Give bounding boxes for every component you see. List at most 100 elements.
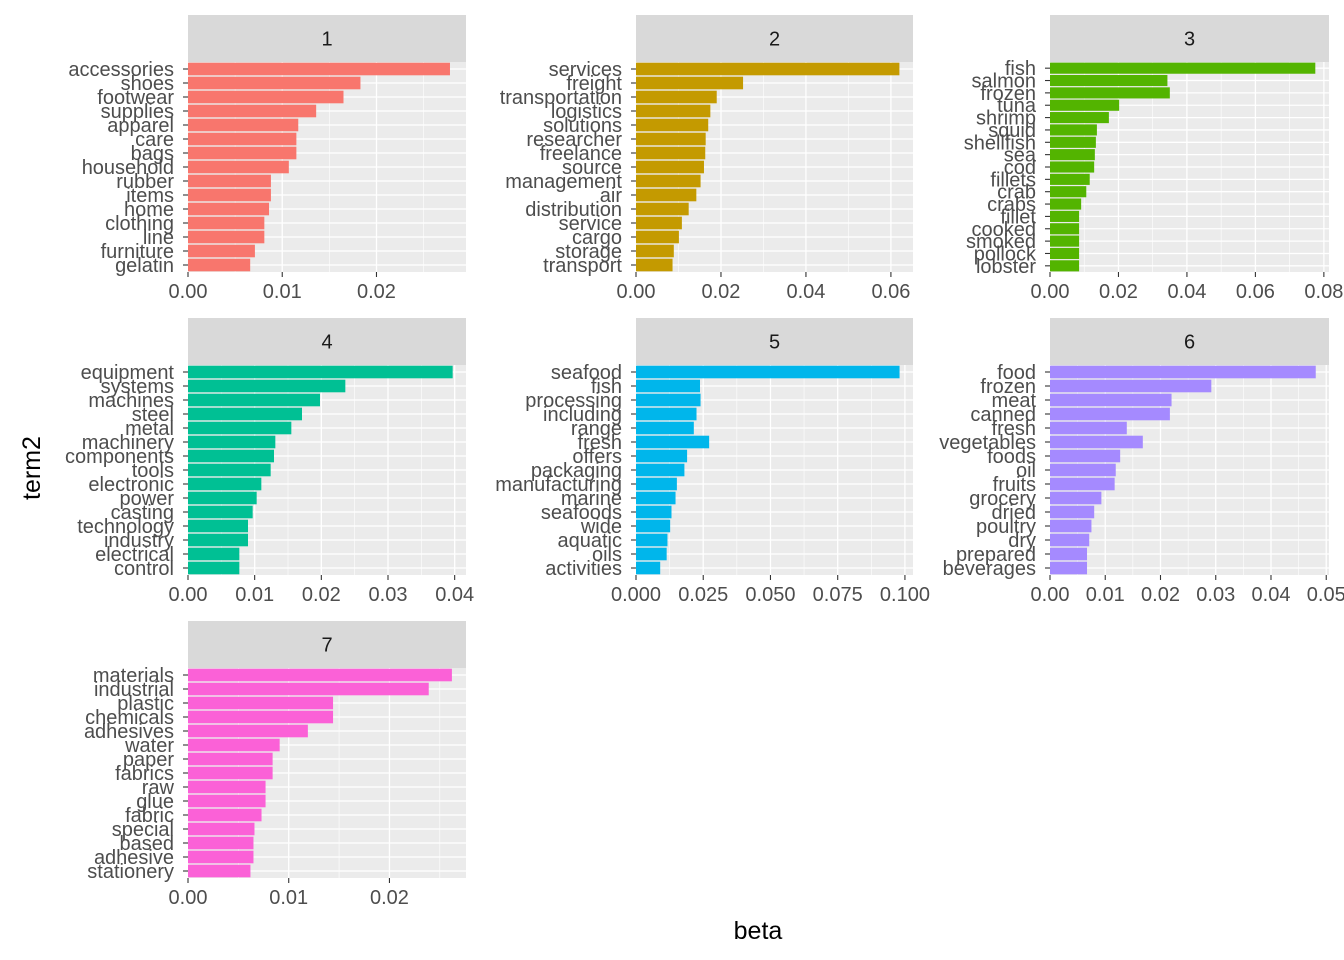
- y-tick-label: steel: [132, 404, 174, 426]
- y-tick-label: fillets: [990, 169, 1036, 191]
- y-tick-label: household: [82, 157, 174, 179]
- bar-shoes: [188, 76, 361, 90]
- y-tick-label: footwear: [97, 87, 174, 109]
- bar-rubber: [188, 174, 271, 188]
- bar-fruits: [1050, 477, 1115, 491]
- facet-strip-label: 6: [1184, 332, 1195, 354]
- x-tick-label: 0.01: [235, 584, 274, 606]
- x-tick-label: 0.04: [1252, 584, 1291, 606]
- facet-strip: [188, 318, 466, 365]
- facet-panel-5: 5 seafoodfishprocessingincludingrangefres…: [495, 318, 930, 606]
- x-tick-label: 0.04: [1167, 281, 1206, 303]
- bar-chemicals: [188, 710, 334, 724]
- y-tick-label: electrical: [95, 544, 174, 566]
- bar-fresh: [1050, 421, 1127, 435]
- bar-industry: [188, 533, 248, 547]
- y-tick-label: clothing: [105, 213, 174, 235]
- y-tick-label: freelance: [540, 143, 622, 165]
- y-tick-label: shrimp: [976, 108, 1036, 130]
- bar-shrimp: [1050, 112, 1109, 124]
- bar-footwear: [188, 90, 344, 104]
- bar-vegetables: [1050, 435, 1143, 449]
- y-tick-label: cargo: [572, 227, 622, 249]
- bar-food: [1050, 365, 1316, 379]
- y-tick-label: distribution: [525, 199, 622, 221]
- bar-gelatin: [188, 258, 251, 272]
- bar-systems: [188, 379, 346, 393]
- y-tick-label: plastic: [117, 693, 174, 715]
- bar-crabs: [1050, 198, 1082, 210]
- bar-plastic: [188, 696, 334, 710]
- y-tick-label: manufacturing: [495, 474, 622, 496]
- y-tick-label: control: [114, 558, 174, 580]
- bar-fabric: [188, 808, 262, 822]
- bar-salmon: [1050, 74, 1168, 87]
- y-tick-label: items: [126, 185, 174, 207]
- y-tick-label: raw: [142, 777, 175, 799]
- y-tick-label: dried: [992, 502, 1036, 524]
- y-tick-label: service: [559, 213, 622, 235]
- y-tick-label: range: [571, 418, 622, 440]
- bar-packaging: [636, 463, 685, 477]
- bar-paper: [188, 752, 273, 766]
- y-tick-label: meat: [992, 390, 1037, 412]
- bar-fabrics: [188, 766, 273, 780]
- bar-adhesives: [188, 724, 308, 738]
- x-tick-label: 0.04: [786, 281, 825, 303]
- bar-offers: [636, 449, 688, 463]
- x-tick-label: 0.075: [813, 584, 863, 606]
- bar-aquatic: [636, 533, 668, 547]
- y-tick-label: marine: [561, 488, 622, 510]
- y-tick-label: oil: [1016, 460, 1036, 482]
- bar-solutions: [636, 118, 709, 132]
- y-tick-label: fabric: [125, 805, 174, 827]
- bar-special: [188, 822, 255, 836]
- facet-strip-label: 3: [1184, 29, 1195, 51]
- y-tick-label: air: [600, 185, 623, 207]
- bar-dried: [1050, 505, 1095, 519]
- bar-transport: [636, 258, 673, 272]
- y-tick-label: crabs: [987, 194, 1036, 216]
- y-tick-label: apparel: [107, 115, 174, 137]
- x-tick-label: 0.00: [617, 281, 656, 303]
- bar-activities: [636, 561, 661, 575]
- bar-marine: [636, 491, 676, 505]
- bar-air: [636, 188, 697, 202]
- bar-fillets: [1050, 173, 1090, 185]
- bar-logistics: [636, 104, 711, 118]
- bar-canned: [1050, 407, 1170, 421]
- y-tick-label: frozen: [980, 376, 1036, 398]
- x-tick-label: 0.01: [1086, 584, 1125, 606]
- y-tick-label: machinery: [82, 432, 174, 454]
- bar-beverages: [1050, 561, 1088, 575]
- x-tick-label: 0.00: [1031, 281, 1070, 303]
- bar-machines: [188, 393, 320, 407]
- y-tick-label: researcher: [526, 129, 622, 151]
- bar-oil: [1050, 463, 1116, 477]
- y-tick-label: poultry: [976, 516, 1036, 538]
- facet-panel-6: 6 foodfrozenmeatcannedfreshvegetablesfood…: [939, 318, 1344, 606]
- bar-adhesive: [188, 850, 254, 864]
- y-tick-label: lobster: [976, 256, 1036, 278]
- y-tick-label: foods: [987, 446, 1036, 468]
- bar-service: [636, 216, 682, 230]
- bar-grocery: [1050, 491, 1102, 505]
- y-tick-label: frozen: [980, 83, 1036, 105]
- facet-strip: [188, 15, 466, 62]
- y-tick-label: machines: [88, 390, 174, 412]
- facet-strip-label: 5: [769, 332, 780, 354]
- bar-casting: [188, 505, 253, 519]
- y-tick-label: fish: [591, 376, 622, 398]
- bar-accessories: [188, 62, 450, 76]
- y-tick-label: paper: [123, 749, 174, 771]
- bar-power: [188, 491, 257, 505]
- bar-foods: [1050, 449, 1121, 463]
- bar-items: [188, 188, 271, 202]
- bar-metal: [188, 421, 292, 435]
- bar-researcher: [636, 132, 706, 146]
- bar-steel: [188, 407, 302, 421]
- x-tick-label: 0.00: [169, 281, 208, 303]
- y-tick-label: shellfish: [964, 132, 1036, 154]
- y-tick-label: tools: [132, 460, 174, 482]
- y-tick-label: furniture: [101, 241, 174, 263]
